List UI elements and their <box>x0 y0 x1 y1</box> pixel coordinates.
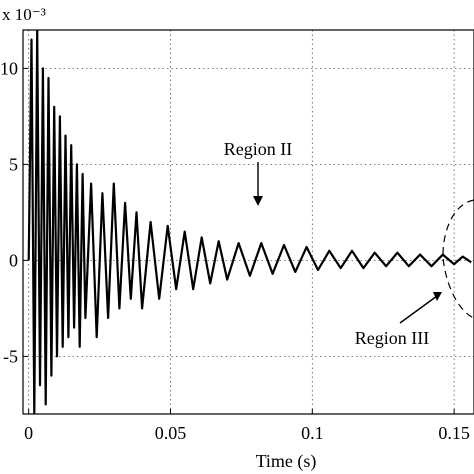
axes-box <box>22 29 474 415</box>
grid <box>23 30 474 414</box>
series-layer <box>27 30 472 414</box>
region-ii-label: Region II <box>224 139 292 159</box>
y-tick-label: 10 <box>0 58 18 78</box>
y-tick-label: 0 <box>9 250 18 270</box>
annotations: Region II Region III <box>224 139 474 348</box>
x-tick-label: 0.15 <box>438 423 470 443</box>
region-ii-arrow-head <box>253 196 263 206</box>
y-multiplier-label: x 10⁻³ <box>2 5 46 24</box>
region-iii-label: Region III <box>355 328 429 348</box>
region-iii-arrow-shaft <box>399 295 438 324</box>
x-tick-label: 0.05 <box>155 423 187 443</box>
x-tick-label: 0.1 <box>301 423 324 443</box>
y-tick-label: -5 <box>3 346 18 366</box>
region-iii-ellipse <box>442 199 474 319</box>
ticks: 0 0.05 0.1 0.15 10 5 0 -5 <box>0 58 470 443</box>
series-line <box>27 30 472 414</box>
x-axis-label: Time (s) <box>256 451 317 472</box>
region-iii-arrow-head <box>433 292 442 301</box>
y-tick-label: 5 <box>9 154 18 174</box>
x-tick-label: 0 <box>24 423 33 443</box>
